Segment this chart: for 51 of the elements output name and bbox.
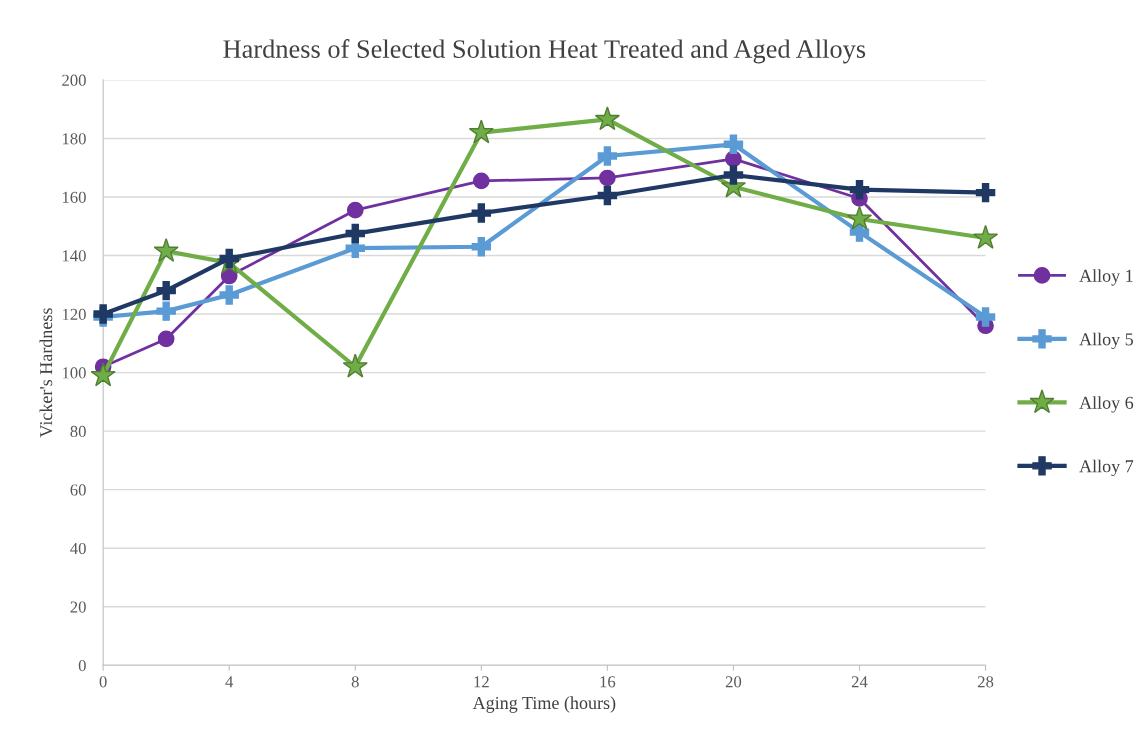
x-tick-label: 24 <box>851 676 868 688</box>
point <box>846 205 873 230</box>
y-tick-label: 160 <box>62 191 86 203</box>
point <box>472 172 490 190</box>
x-tick-label: 28 <box>977 676 994 688</box>
point <box>219 248 239 269</box>
point <box>342 353 368 378</box>
x-axis-title: Aging Time (hours) <box>472 696 616 713</box>
point <box>156 301 176 321</box>
point <box>849 179 870 200</box>
x-tick-label: 12 <box>474 676 489 688</box>
point <box>153 237 179 262</box>
point <box>468 119 494 144</box>
point <box>219 285 239 305</box>
y-tick-label: 20 <box>70 601 86 613</box>
y-tick-label: 40 <box>70 542 86 555</box>
legend-label: Alloy 7 <box>1079 459 1134 477</box>
point <box>156 280 176 301</box>
point <box>345 223 365 244</box>
point <box>597 146 618 166</box>
y-tick-label: 0 <box>78 659 86 672</box>
chart-title: Hardness of Selected Solution Heat Treated and Aged Alloys <box>223 39 866 64</box>
point <box>723 165 744 185</box>
y-tick-label: 200 <box>62 74 86 86</box>
point <box>157 330 175 348</box>
y-tick-label: 120 <box>62 308 86 320</box>
point <box>471 203 492 223</box>
point <box>975 307 996 327</box>
x-tick-label: 0 <box>99 676 107 688</box>
y-axis-title: Vicker's Hardness <box>39 308 53 438</box>
point <box>597 185 618 206</box>
x-tick-label: 20 <box>725 676 742 688</box>
y-tick-label: 140 <box>62 250 86 262</box>
y-tick-label: 180 <box>62 133 86 145</box>
point <box>90 362 116 387</box>
point <box>599 169 616 187</box>
y-tick-label: 100 <box>62 367 86 379</box>
point <box>723 134 744 155</box>
x-tick-label: 16 <box>600 676 616 688</box>
legend-label: Alloy 6 <box>1079 396 1134 413</box>
legend-label: Alloy 1 <box>1079 269 1133 286</box>
x-tick-label: 4 <box>225 676 234 688</box>
point <box>346 201 364 219</box>
x-tick-label: 8 <box>351 676 359 688</box>
point <box>471 237 492 257</box>
y-tick-label: 80 <box>70 425 86 438</box>
point <box>975 182 996 203</box>
y-tick-label: 60 <box>70 484 86 496</box>
point <box>594 106 620 131</box>
point <box>972 224 999 249</box>
legend-label: Alloy 5 <box>1079 332 1134 350</box>
